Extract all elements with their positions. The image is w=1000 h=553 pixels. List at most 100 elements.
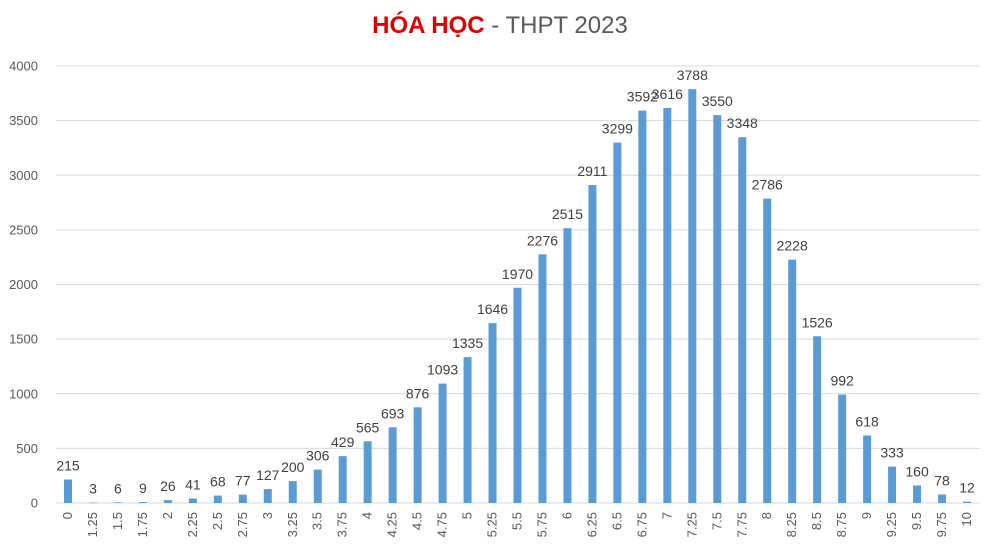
bar [388, 427, 397, 503]
data-label: 3592 [627, 89, 658, 105]
bar [613, 142, 622, 504]
bar [113, 502, 122, 503]
data-label: 693 [381, 405, 405, 421]
data-label: 160 [905, 464, 929, 480]
x-tick-label: 2.5 [210, 512, 225, 530]
x-tick-label: 7.5 [709, 512, 724, 530]
bar [263, 489, 272, 503]
bar [688, 89, 697, 503]
x-tick-label: 6.75 [634, 512, 649, 537]
data-label: 77 [235, 473, 251, 489]
data-label: 992 [830, 373, 854, 389]
x-tick-label: 8.25 [784, 512, 799, 537]
bar [288, 481, 297, 503]
x-tick-label: 9.25 [884, 512, 899, 537]
data-label: 3550 [702, 93, 733, 109]
bar [463, 357, 472, 503]
x-tick-label: 9 [859, 512, 874, 519]
bar [538, 254, 547, 503]
data-label: 1526 [802, 314, 833, 330]
data-label: 1970 [502, 266, 533, 282]
data-label: 1646 [477, 301, 508, 317]
bars [64, 89, 971, 504]
x-tick-label: 7.25 [684, 512, 699, 537]
y-tick-label: 1000 [9, 386, 38, 401]
x-tick-label: 6.5 [609, 512, 624, 530]
data-label: 2786 [752, 177, 783, 193]
data-label: 127 [256, 467, 280, 483]
data-label: 26 [160, 478, 176, 494]
data-label: 429 [331, 434, 355, 450]
x-tick-label: 9.5 [909, 512, 924, 530]
bar [938, 494, 947, 503]
data-label: 41 [185, 477, 201, 493]
bar [338, 456, 347, 503]
y-tick-label: 4000 [9, 59, 38, 74]
x-tick-label: 8.75 [834, 512, 849, 537]
data-label: 3788 [677, 67, 708, 83]
x-tick-label: 2.75 [235, 512, 250, 537]
data-label: 1093 [427, 362, 458, 378]
data-label: 2276 [527, 232, 558, 248]
data-label: 78 [934, 472, 950, 488]
y-tick-label: 3000 [9, 168, 38, 183]
x-tick-label: 4.75 [435, 512, 450, 537]
x-tick-label: 8.5 [809, 512, 824, 530]
x-tick-label: 2 [160, 512, 175, 519]
bar [213, 495, 222, 503]
bar [64, 479, 72, 503]
bar [838, 394, 847, 503]
bar [713, 115, 722, 503]
bar [813, 336, 822, 503]
x-tick-label: 8 [759, 512, 774, 519]
x-tick-label: 10 [959, 512, 974, 526]
x-tick-label: 7.75 [734, 512, 749, 537]
chart-title-accent: HÓA HỌC [372, 12, 485, 39]
bar [863, 435, 872, 503]
y-tick-label: 3500 [9, 113, 38, 128]
data-label: 2515 [552, 206, 583, 222]
data-label: 9 [139, 480, 147, 496]
bar [488, 323, 497, 503]
bar [963, 501, 971, 503]
x-tick-label: 3.5 [310, 512, 325, 530]
bar [788, 259, 797, 503]
data-label: 1335 [452, 335, 483, 351]
x-tick-label: 1.25 [85, 512, 100, 537]
x-tick-label: 1.75 [135, 512, 150, 537]
data-label: 618 [855, 413, 879, 429]
bar [738, 137, 747, 503]
data-label: 68 [210, 474, 226, 490]
data-label: 2911 [577, 163, 607, 179]
x-tick-label: 5.25 [485, 512, 500, 537]
bar [588, 184, 597, 503]
data-label: 306 [306, 448, 330, 464]
y-tick-label: 2500 [9, 222, 38, 237]
x-tick-label: 6.25 [584, 512, 599, 537]
x-tick-label: 5.75 [534, 512, 549, 537]
data-label: 333 [880, 445, 904, 461]
x-tick-label: 0 [60, 512, 75, 519]
chart-title-rest: - THPT 2023 [484, 12, 628, 39]
x-tick-label: 3.75 [335, 512, 350, 537]
x-tick-label: 5.5 [510, 512, 525, 530]
data-label: 12 [959, 480, 975, 496]
x-tick-label: 4.5 [410, 512, 425, 530]
x-tick-label: 1.5 [110, 512, 125, 530]
y-tick-label: 2000 [9, 277, 38, 292]
x-tick-label: 5 [460, 512, 475, 519]
bar [563, 228, 572, 503]
x-tick-label: 3.25 [285, 512, 300, 537]
data-label: 3 [89, 481, 97, 497]
data-label: 6 [114, 480, 122, 496]
bar [438, 383, 447, 503]
bar [238, 494, 247, 503]
bar [88, 502, 97, 504]
data-label: 200 [281, 459, 305, 475]
x-tick-label: 7 [659, 512, 674, 519]
x-tick-label: 4.25 [385, 512, 400, 537]
chart-title: HÓA HỌC - THPT 2023 [0, 12, 1000, 40]
x-tick-label: 4 [360, 512, 375, 519]
